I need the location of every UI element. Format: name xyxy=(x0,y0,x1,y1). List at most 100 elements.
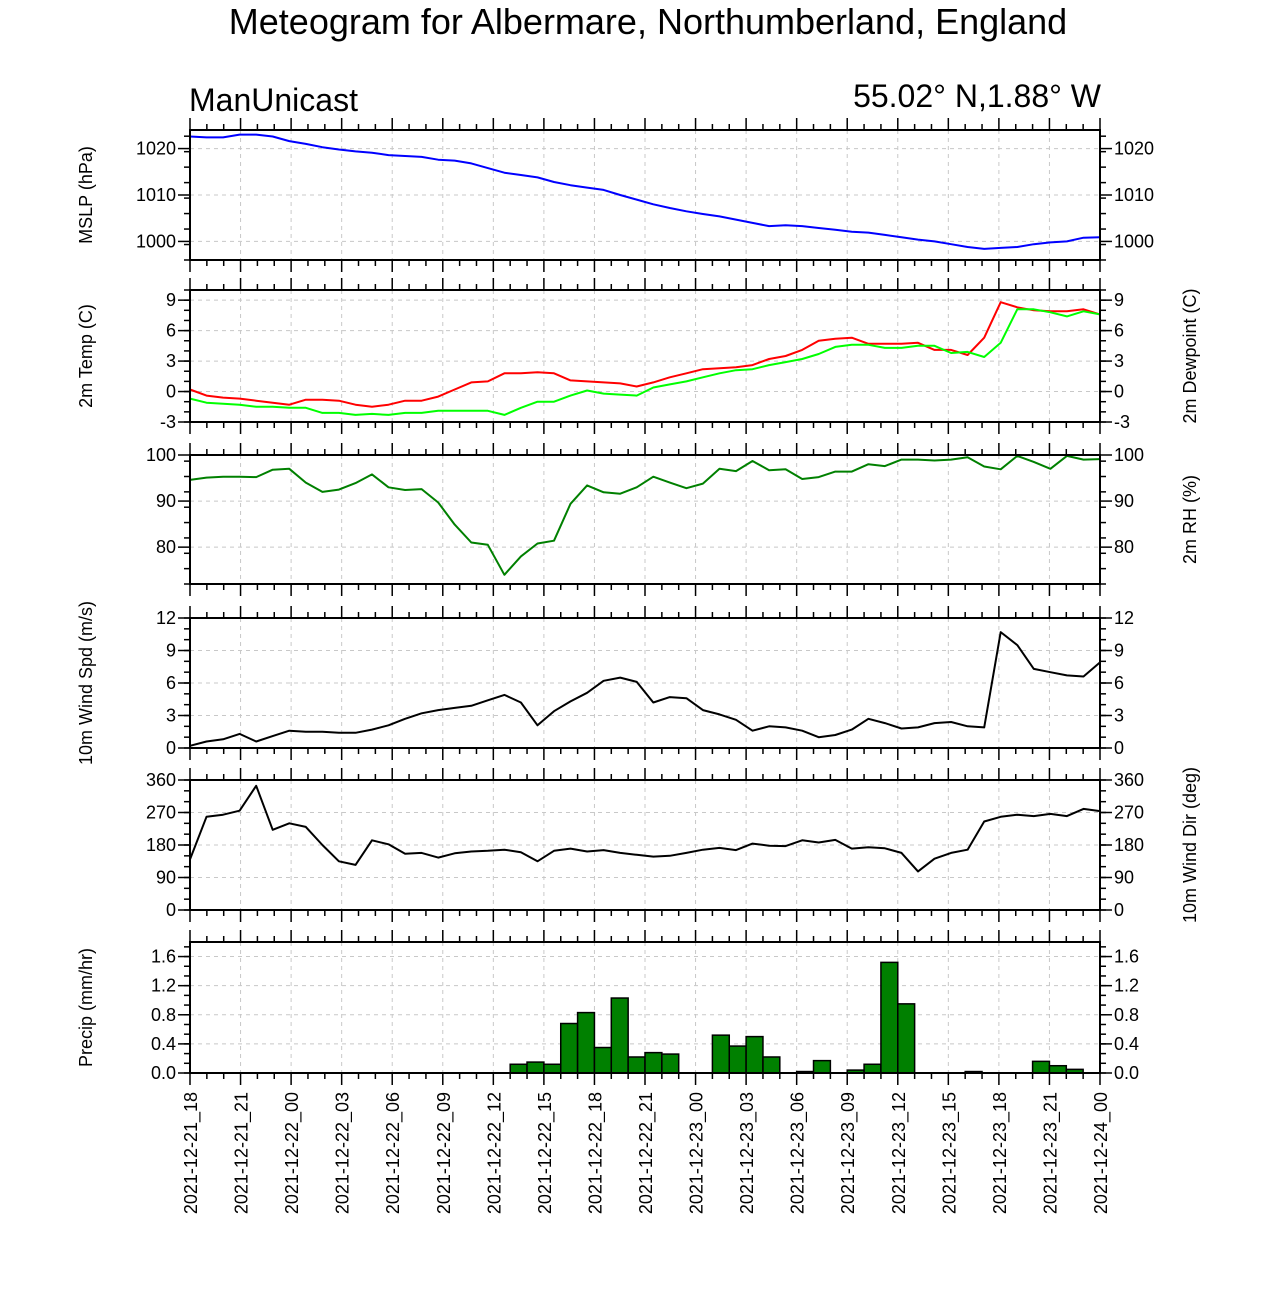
y-tick-label-left: 360 xyxy=(146,770,176,790)
precip-bar xyxy=(863,1063,882,1074)
y-tick-label-right: 0 xyxy=(1114,900,1124,920)
y-tick-label-right: 1010 xyxy=(1114,185,1154,205)
y-tick-label-right: 3 xyxy=(1114,351,1124,371)
x-axis-labels: 2021-12-21_18 2021-12-21_21 2021-12-22_00 2… xyxy=(181,1092,1112,1214)
y-tick-label-left: 100 xyxy=(146,445,176,465)
x-tick-label: 2021-12-22_09 xyxy=(434,1092,455,1214)
y-tick-label-right: 100 xyxy=(1114,445,1144,465)
x-tick-label: 2021-12-24_00 xyxy=(1091,1092,1112,1214)
precip-bar xyxy=(509,1063,528,1074)
series-line-wspd-0 xyxy=(189,631,1101,747)
x-tick-label: 2021-12-23_03 xyxy=(737,1092,758,1214)
precip-bar xyxy=(576,1011,596,1074)
y-tick-label-left: 0.8 xyxy=(151,1005,176,1025)
precip-bar xyxy=(880,961,899,1074)
y-tick-label-right: 1.6 xyxy=(1114,947,1139,967)
precip-bar xyxy=(745,1035,764,1074)
y-tick-label-right: 1.2 xyxy=(1114,976,1139,996)
y-tick-label-right: 9 xyxy=(1114,641,1124,661)
precip-bar xyxy=(559,1022,579,1074)
x-tick-label: 2021-12-21_21 xyxy=(232,1092,253,1214)
y-tick-label-left: 90 xyxy=(156,491,176,511)
series-line-wdir-0 xyxy=(189,784,1101,873)
x-tick-label: 2021-12-21_18 xyxy=(181,1092,202,1214)
y-tick-label-left: 1000 xyxy=(136,231,176,251)
panel-temp: -3 -3 0 0 3 3 6 6 9 9 2m Temp (C) 2m Dewpoint (C) xyxy=(76,278,1200,434)
y-axis-label-left: MSLP (hPa) xyxy=(76,146,96,244)
y-axis-label-right: 2m RH (%) xyxy=(1180,475,1200,564)
y-tick-label-left: 0.4 xyxy=(151,1034,176,1054)
precip-bar xyxy=(1031,1060,1051,1074)
series-line-temp-0 xyxy=(189,301,1101,408)
y-axis-label-left: 2m Temp (C) xyxy=(76,304,96,408)
series-line-temp-1 xyxy=(189,308,1101,416)
y-tick-label-left: 0.0 xyxy=(151,1063,176,1083)
y-tick-label-left: 1.6 xyxy=(151,947,176,967)
y-tick-label-right: 0.4 xyxy=(1114,1034,1139,1054)
x-tick-label: 2021-12-23_06 xyxy=(788,1092,809,1214)
y-tick-label-right: 80 xyxy=(1114,537,1134,557)
model-label: ManUnicast xyxy=(189,82,358,118)
panel-mslp: 1000 1000 1010 1010 1020 1020 MSLP (hPa) xyxy=(76,118,1154,272)
precip-bar xyxy=(897,1003,916,1074)
location-label: 55.02° N,1.88° W xyxy=(853,78,1102,114)
x-tick-label: 2021-12-22_03 xyxy=(333,1092,354,1214)
panel-precip: 0.0 0.0 0.4 0.4 0.8 0.8 1.2 1.2 1.6 1.6 Precip (mm… xyxy=(76,930,1139,1085)
y-tick-label-left: 90 xyxy=(156,868,176,888)
y-tick-label-right: -3 xyxy=(1114,412,1130,432)
x-tick-label: 2021-12-22_00 xyxy=(282,1092,303,1214)
y-tick-label-right: 12 xyxy=(1114,608,1134,628)
y-axis-label-left: Precip (mm/hr) xyxy=(76,948,96,1067)
y-tick-label-right: 360 xyxy=(1114,770,1144,790)
x-tick-label: 2021-12-23_15 xyxy=(939,1092,960,1214)
y-tick-label-right: 90 xyxy=(1114,868,1134,888)
y-axis-label-right: 10m Wind Dir (deg) xyxy=(1180,767,1200,923)
y-tick-label-left: 3 xyxy=(166,706,176,726)
y-tick-label-right: 0 xyxy=(1114,738,1124,758)
y-tick-label-right: 180 xyxy=(1114,835,1144,855)
y-tick-label-right: 6 xyxy=(1114,321,1124,341)
y-tick-label-left: 12 xyxy=(156,608,176,628)
y-tick-label-right: 1000 xyxy=(1114,231,1154,251)
y-tick-label-right: 6 xyxy=(1114,673,1124,693)
series-line-mslp-0 xyxy=(189,133,1101,250)
precip-bar xyxy=(543,1063,562,1074)
y-axis-label-right: 2m Dewpoint (C) xyxy=(1180,288,1200,423)
x-tick-label: 2021-12-22_18 xyxy=(585,1092,606,1214)
y-tick-label-left: 0 xyxy=(166,900,176,920)
x-tick-label: 2021-12-23_21 xyxy=(1040,1092,1061,1214)
y-tick-label-right: 0.8 xyxy=(1114,1005,1139,1025)
precip-bar xyxy=(711,1034,731,1074)
precip-bar xyxy=(644,1051,663,1074)
y-tick-label-left: 1010 xyxy=(136,185,176,205)
precip-bar xyxy=(661,1053,680,1074)
panel-rh: 80 80 90 90 100 100 2m RH (%) xyxy=(146,443,1200,596)
y-tick-label-left: 9 xyxy=(166,641,176,661)
y-tick-label-left: 1020 xyxy=(136,139,176,159)
y-tick-label-left: 0 xyxy=(166,738,176,758)
x-tick-label: 2021-12-22_21 xyxy=(636,1092,657,1214)
y-tick-label-right: 0.0 xyxy=(1114,1063,1139,1083)
y-tick-label-left: 270 xyxy=(146,803,176,823)
y-tick-label-left: 6 xyxy=(166,321,176,341)
precip-bar xyxy=(526,1061,545,1074)
y-tick-label-left: 3 xyxy=(166,351,176,371)
x-tick-label: 2021-12-22_06 xyxy=(383,1092,404,1214)
x-tick-label: 2021-12-23_00 xyxy=(687,1092,708,1214)
precip-bar xyxy=(627,1056,646,1074)
y-tick-label-right: 1020 xyxy=(1114,139,1154,159)
y-tick-label-left: 1.2 xyxy=(151,976,176,996)
precip-bar xyxy=(728,1045,747,1074)
y-tick-label-right: 3 xyxy=(1114,706,1124,726)
y-tick-label-right: 0 xyxy=(1114,382,1124,402)
y-tick-label-right: 90 xyxy=(1114,491,1134,511)
x-tick-label: 2021-12-22_12 xyxy=(484,1092,505,1214)
panel-wspd: 0 0 3 3 6 6 9 9 12 12 10m Wind Spd (m/s) xyxy=(76,601,1134,765)
x-tick-label: 2021-12-23_12 xyxy=(889,1092,910,1214)
y-tick-label-right: 270 xyxy=(1114,803,1144,823)
y-tick-label-right: 9 xyxy=(1114,290,1124,310)
x-tick-label: 2021-12-22_15 xyxy=(535,1092,556,1214)
panel-wdir: 0 0 90 90 180 180 270 270 360 360 10m Wind Dir (de… xyxy=(146,767,1200,923)
